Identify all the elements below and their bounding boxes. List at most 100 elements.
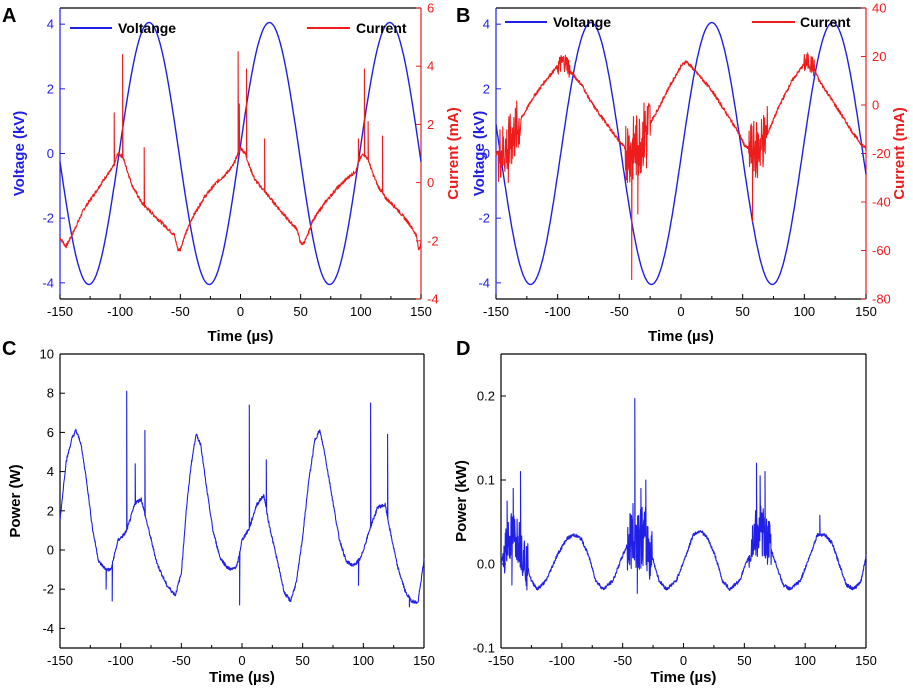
y2-axis-title: Current (mA) [891, 107, 908, 200]
x-tick-label: -150 [47, 653, 73, 668]
y2-tick-label: 40 [872, 1, 886, 16]
x-tick-label: -150 [47, 304, 73, 319]
panel-d-label: D [456, 338, 470, 360]
x-tick-label: 100 [794, 653, 816, 668]
legend-current-label: Current [356, 20, 407, 36]
x-tick-label: 100 [352, 653, 374, 668]
y-tick-label: 2 [47, 503, 54, 518]
x-tick-label: -150 [488, 653, 514, 668]
x-tick-label: 150 [410, 304, 432, 319]
x-tick-label: 50 [735, 304, 749, 319]
panel-d: D -150 -100 -50 0 50 100 150 Time (µs) -0.1 0.0 0.… [453, 338, 877, 686]
y-axis-title: Power (kW) [453, 460, 470, 542]
panel-d-plot-area [500, 397, 867, 594]
x-tick-label: -100 [545, 304, 571, 319]
current-series-line [59, 51, 422, 252]
x-tick-label: 150 [413, 653, 435, 668]
panel-a-label: A [2, 5, 16, 27]
x-tick-label: -150 [483, 304, 509, 319]
y2-tick-label: -2 [427, 233, 439, 248]
y2-tick-label: 0 [427, 175, 434, 190]
panel-c-axes: -150 -100 -50 0 50 100 150 Time (µs) -4 -2 0 2 4 6 8 10… [7, 347, 435, 687]
y2-axis-title: Current (mA) [445, 107, 462, 200]
current-series-line [495, 52, 867, 281]
x-tick-label: 0 [238, 653, 245, 668]
y-tick-label: 0.0 [477, 557, 495, 572]
y-tick-label: 0 [483, 146, 490, 161]
y-tick-label: 6 [47, 425, 54, 440]
y-tick-label: 4 [47, 464, 54, 479]
panel-c: C -150 -100 -50 0 50 100 150 Time (µs) -4 -2 0 2 4 6 8… [2, 338, 435, 686]
y2-tick-label: 20 [872, 49, 886, 64]
y-tick-label: 0 [47, 543, 54, 558]
y-tick-label: -2 [42, 211, 54, 226]
y2-tick-label: 0 [872, 98, 879, 113]
x-tick-label: 150 [855, 653, 877, 668]
y2-tick-label: 2 [427, 117, 434, 132]
panel-b-legend: Voltange Current [505, 14, 851, 30]
y2-tick-label: -20 [872, 146, 891, 161]
y-tick-label: 0.1 [477, 473, 495, 488]
x-tick-label: -50 [613, 653, 632, 668]
legend-current-label: Current [800, 14, 851, 30]
voltage-series-line [59, 21, 422, 286]
y-tick-label: -4 [42, 275, 54, 290]
x-tick-label: -100 [549, 653, 575, 668]
x-tick-label: 50 [293, 304, 307, 319]
y-axis-title: Power (W) [7, 464, 24, 537]
x-tick-label: 150 [855, 304, 877, 319]
x-tick-label: -50 [610, 304, 629, 319]
y-tick-label: 8 [47, 386, 54, 401]
y-tick-label: -2 [478, 211, 490, 226]
y2-tick-label: -60 [872, 243, 891, 258]
x-tick-label: -100 [108, 653, 134, 668]
y-tick-label: 4 [47, 17, 54, 32]
y-tick-label: -4 [42, 621, 54, 636]
x-tick-label: -50 [171, 304, 190, 319]
y-tick-label: -0.1 [473, 641, 495, 656]
panel-a-axes: -150 -100 -50 0 50 100 150 Time (µs) -4 -2 0 2 4 Volt… [11, 1, 462, 346]
y-axis-title: Voltage (kV) [471, 111, 488, 197]
y-tick-label: 4 [483, 17, 490, 32]
panel-d-axes: -150 -100 -50 0 50 100 150 Time (µs) -0.1 0.0 0.1 0… [453, 353, 877, 686]
voltage-series-line [495, 21, 867, 286]
x-tick-label: 50 [737, 653, 751, 668]
y-tick-label: -4 [478, 275, 490, 290]
panel-b-plot-area [495, 21, 867, 286]
y-tick-label: 0 [47, 146, 54, 161]
x-tick-label: -100 [107, 304, 133, 319]
panel-a-legend: Voltange Current [70, 20, 407, 36]
x-tick-label: 100 [350, 304, 372, 319]
x-tick-label: 0 [237, 304, 244, 319]
x-axis-title: Time (µs) [651, 669, 717, 686]
power-series-line [500, 397, 867, 594]
y2-tick-label: -80 [872, 292, 891, 307]
y2-tick-label: -40 [872, 195, 891, 210]
x-tick-label: 100 [793, 304, 815, 319]
x-tick-label: 50 [295, 653, 309, 668]
y2-tick-label: 4 [427, 59, 434, 74]
panel-b-label: B [456, 5, 470, 27]
y-tick-label: -2 [42, 582, 54, 597]
panel-a: A -150 -100 -50 0 50 100 150 Time (µs) -4 -2 0 2 4 Vo… [2, 1, 462, 346]
panel-c-label: C [2, 338, 16, 360]
x-axis-title: Time (µs) [208, 328, 274, 345]
y2-tick-label: 6 [427, 1, 434, 16]
y-tick-label: 10 [40, 347, 54, 362]
x-tick-label: -50 [172, 653, 191, 668]
x-tick-label: 0 [680, 653, 687, 668]
x-tick-label: 0 [677, 304, 684, 319]
legend-voltage-label: Voltange [553, 14, 611, 30]
y-tick-label: 2 [483, 81, 490, 96]
x-axis-title: Time (µs) [648, 328, 714, 345]
y-tick-label: 0.2 [477, 389, 495, 404]
legend-voltage-label: Voltange [118, 20, 176, 36]
panel-c-plot-area [59, 390, 425, 608]
power-series-line [59, 390, 425, 608]
y-tick-label: 2 [47, 81, 54, 96]
panel-a-plot-area [59, 21, 422, 286]
y2-tick-label: -4 [427, 292, 439, 307]
